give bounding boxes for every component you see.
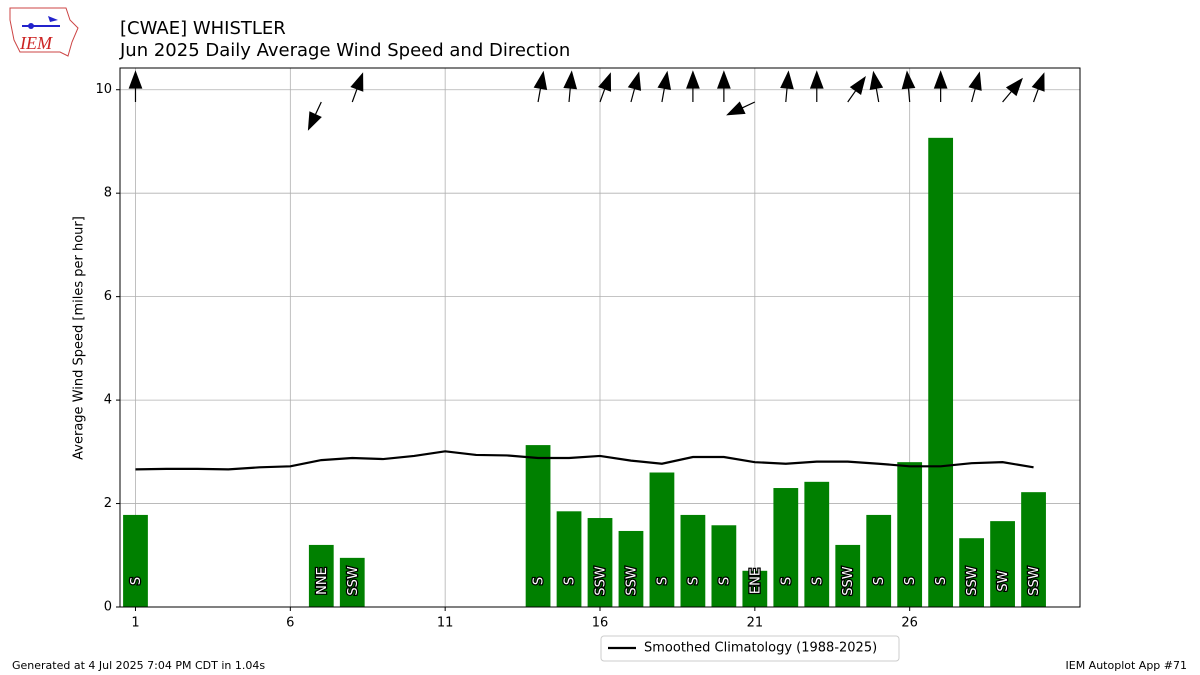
wind-arrow <box>968 71 982 103</box>
bar <box>308 544 334 607</box>
direction-label: SSW <box>965 566 980 596</box>
wind-arrow <box>686 70 700 102</box>
x-tick-label: 6 <box>286 616 294 631</box>
wind-arrow <box>1002 77 1023 103</box>
wind-arrow <box>563 70 578 103</box>
direction-label: SSW <box>1027 566 1042 596</box>
bar <box>959 538 984 607</box>
bar <box>649 472 675 607</box>
bar <box>587 518 613 607</box>
bar <box>123 514 148 607</box>
bar <box>525 445 551 607</box>
wind-arrow <box>901 70 916 103</box>
y-tick-label: 6 <box>104 289 112 304</box>
wind-arrow <box>307 101 322 131</box>
bar <box>680 514 706 607</box>
chart-title: [CWAE] WHISTLER <box>120 18 286 39</box>
y-axis-label: Average Wind Speed [miles per hour] <box>72 216 87 460</box>
direction-label: SSW <box>594 566 609 596</box>
wind-arrow <box>933 70 948 102</box>
bar <box>339 557 365 607</box>
bar <box>990 521 1015 607</box>
bar <box>1021 492 1046 607</box>
legend-label: Smoothed Climatology (1988-2025) <box>644 641 877 656</box>
y-tick-label: 0 <box>104 600 112 615</box>
wind-arrow <box>533 70 548 103</box>
direction-label: SW <box>996 570 1011 591</box>
y-tick-label: 2 <box>104 496 112 511</box>
climatology-line <box>135 450 1034 471</box>
direction-label: S <box>129 577 144 585</box>
x-tick-label: 11 <box>437 616 454 631</box>
direction-label: S <box>717 577 732 585</box>
wind-arrow <box>627 71 642 103</box>
wind-arrow <box>726 101 756 116</box>
direction-label: S <box>563 577 578 585</box>
wind-arrow <box>847 76 866 103</box>
wind-arrow <box>128 70 143 102</box>
wind-arrow <box>598 72 612 103</box>
y-tick-label: 10 <box>95 82 112 97</box>
logo-text: IEM <box>19 33 53 53</box>
bar <box>556 511 582 607</box>
wind-arrow <box>657 70 672 103</box>
bar <box>897 462 923 607</box>
footer-right: IEM Autoplot App #71 <box>1066 659 1188 672</box>
wind-arrow <box>350 72 364 103</box>
direction-label: S <box>686 577 701 585</box>
x-tick-label: 1 <box>131 616 139 631</box>
bar <box>804 481 830 607</box>
wind-arrow <box>780 70 794 103</box>
y-tick-label: 4 <box>104 393 112 408</box>
y-tick-label: 8 <box>104 186 112 201</box>
plot-frame <box>119 67 1081 608</box>
direction-label: ENE <box>748 568 763 594</box>
direction-label: S <box>872 577 887 585</box>
direction-label: SSW <box>346 566 361 596</box>
direction-label: SSW <box>841 566 856 596</box>
direction-label: NNE <box>315 567 330 595</box>
direction-label: SSW <box>624 566 639 596</box>
chart-subtitle: Jun 2025 Daily Average Wind Speed and Di… <box>119 40 570 61</box>
direction-label: S <box>655 577 670 585</box>
logo: IEM <box>9 7 79 57</box>
wind-arrow <box>1031 72 1045 103</box>
legend-box <box>600 635 900 662</box>
direction-label: S <box>779 577 794 585</box>
direction-label: S <box>810 577 825 585</box>
wind-arrow <box>809 70 824 102</box>
legend: Smoothed Climatology (1988-2025) <box>600 635 900 662</box>
bar <box>773 488 799 607</box>
direction-label: S <box>532 577 547 585</box>
direction-label: S <box>903 577 918 585</box>
x-tick-label: 26 <box>901 616 918 631</box>
bar <box>835 544 861 607</box>
bar <box>866 514 892 607</box>
footer-left: Generated at 4 Jul 2025 7:04 PM CDT in 1… <box>12 659 265 672</box>
bar <box>618 530 644 607</box>
wind-arrow <box>869 70 884 103</box>
x-tick-label: 16 <box>592 616 609 631</box>
direction-label: S <box>934 577 949 585</box>
bar <box>928 137 954 608</box>
x-tick-label: 21 <box>747 616 764 631</box>
bar <box>742 570 768 607</box>
bar <box>711 525 737 607</box>
wind-arrow <box>717 70 731 102</box>
